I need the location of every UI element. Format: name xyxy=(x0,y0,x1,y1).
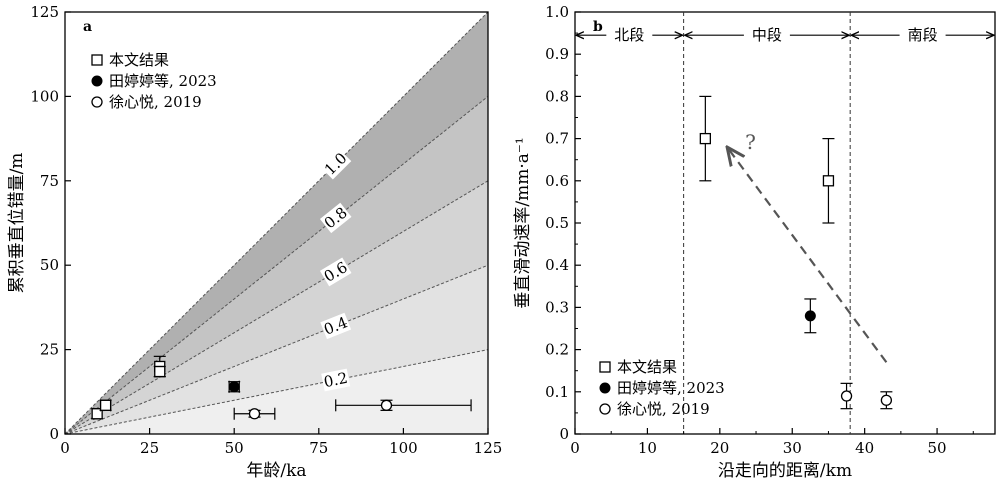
x-tick-label-1: 10 xyxy=(638,439,657,457)
y-tick-label-3: 0.3 xyxy=(545,298,569,316)
y-tick-label-7: 0.7 xyxy=(545,130,569,148)
y-tick-label-4: 0.4 xyxy=(545,256,569,274)
rate-line-0.6 xyxy=(65,180,488,434)
legend-label-2: 徐心悦, 2019 xyxy=(109,93,202,111)
trend-arrow xyxy=(727,147,888,363)
rate-line-1.0 xyxy=(65,12,488,434)
x-tick-label-3: 75 xyxy=(309,439,328,457)
panel-letter-b: b xyxy=(593,19,603,35)
x-tick-label-4: 100 xyxy=(389,439,418,457)
point-a-0-1 xyxy=(99,399,112,411)
rate-label-bg-4 xyxy=(321,368,351,392)
y-tick-label-5: 125 xyxy=(30,3,59,21)
point-a-2-1 xyxy=(380,399,393,411)
y-tick-label-8: 0.8 xyxy=(545,87,569,105)
point-b-1-0 xyxy=(804,310,816,322)
rate-label-bg-2 xyxy=(319,257,352,287)
rate-band-0.2 xyxy=(65,349,488,434)
segment-label-1: 中段 xyxy=(752,26,782,44)
x-axis-title: 沿走向的距离/km xyxy=(718,461,852,481)
x-tick-label-5: 125 xyxy=(474,439,503,457)
point-b-2-1 xyxy=(880,394,893,406)
legend-marker-0 xyxy=(599,361,611,373)
x-tick-label-3: 30 xyxy=(783,439,802,457)
rate-line-0.2 xyxy=(65,349,488,434)
x-tick-label-1: 25 xyxy=(140,439,159,457)
legend-marker-0 xyxy=(91,54,103,66)
point-b-0-1 xyxy=(822,175,835,187)
point-a-1-0 xyxy=(228,381,240,393)
rate-label-bg-3 xyxy=(320,312,352,340)
point-b-2-0 xyxy=(840,390,853,402)
panel-b: 北段 中段 南段 0 10 20 30 40 50 0 0.1 0.2 0.3 0.4 0.5 0.6 0.7 0… xyxy=(513,3,996,481)
y-axis-title: 垂直滑动速率/mm·a⁻¹ xyxy=(513,137,533,308)
legend-marker-2 xyxy=(91,96,103,108)
legend-label-1: 田婷婷等, 2023 xyxy=(617,379,725,397)
x-tick-label-5: 50 xyxy=(928,439,947,457)
y-tick-label-3: 75 xyxy=(40,172,59,190)
rate-label-bg-0 xyxy=(320,148,352,180)
segment-label-2: 南段 xyxy=(908,26,938,44)
y-axis-title: 累积垂直位错量/m xyxy=(7,153,27,294)
y-tick-label-5: 0.5 xyxy=(545,214,569,232)
legend-marker-1 xyxy=(91,75,103,87)
legend-label-0: 本文结果 xyxy=(617,358,677,376)
x-axis-title: 年龄/ka xyxy=(246,461,306,481)
y-tick-label-4: 100 xyxy=(30,87,59,105)
panel-a-frame xyxy=(64,11,489,435)
legend-label-0: 本文结果 xyxy=(109,51,169,69)
panel-a: 1.00.80.60.40.20 25 50 75 100 125025507510012… xyxy=(7,3,502,481)
legend-label-2: 徐心悦, 2019 xyxy=(617,400,710,418)
rate-line-0.8 xyxy=(65,96,488,434)
y-tick-label-2: 0.2 xyxy=(545,341,569,359)
panel-letter-a: a xyxy=(83,19,92,35)
segment-label-0: 北段 xyxy=(614,26,644,44)
x-tick-label-4: 40 xyxy=(855,439,874,457)
y-tick-label-0: 0 xyxy=(559,425,569,443)
rate-bands xyxy=(65,12,488,434)
x-tick-label-0: 0 xyxy=(570,439,580,457)
rate-line-0.4 xyxy=(65,264,488,434)
point-a-2-0 xyxy=(248,408,261,420)
legend-marker-1 xyxy=(599,382,611,394)
y-tick-label-6: 0.6 xyxy=(545,172,569,190)
y-tick-label-2: 50 xyxy=(40,256,59,274)
x-tick-label-0: 0 xyxy=(60,439,70,457)
point-a-0-3 xyxy=(154,365,166,378)
rate-label-4: 0.2 xyxy=(322,369,349,391)
x-tick-label-2: 20 xyxy=(710,439,729,457)
y-tick-label-1: 0.1 xyxy=(545,383,569,401)
rate-label-group-4: 0.2 xyxy=(321,368,351,392)
trend-arrow-label: ? xyxy=(745,130,756,154)
y-tick-label-10: 1.0 xyxy=(545,3,569,21)
x-tick-label-2: 50 xyxy=(225,439,244,457)
y-tick-label-0: 0 xyxy=(49,425,59,443)
rate-label-bg-1 xyxy=(319,202,352,234)
y-tick-label-1: 25 xyxy=(40,341,59,359)
legend-marker-2 xyxy=(599,403,611,415)
point-a-0-0 xyxy=(91,408,103,420)
point-b-0-0 xyxy=(699,132,711,145)
y-tick-label-9: 0.9 xyxy=(545,45,569,63)
legend-label-1: 田婷婷等, 2023 xyxy=(109,72,217,90)
